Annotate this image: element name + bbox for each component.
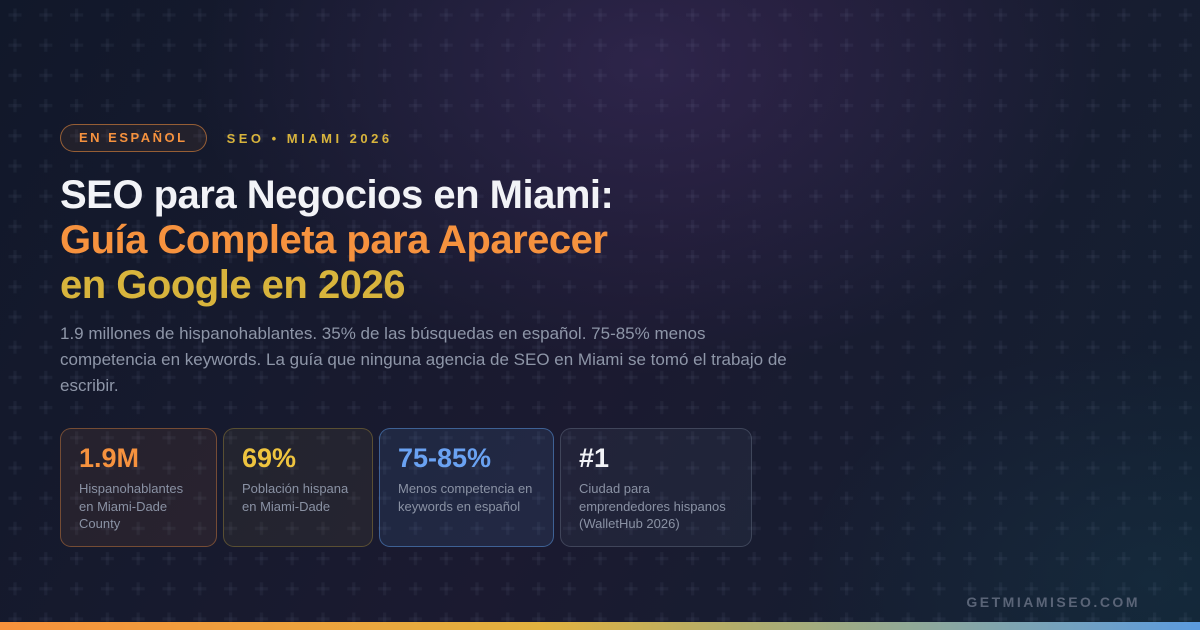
- footer-domain-text: GETMIAMISEO.COM: [966, 594, 1140, 610]
- stat-value: 69%: [242, 443, 297, 473]
- stat-card-poblacion: 69% Población hispana en Miami-Dade: [223, 428, 373, 547]
- title-line-1: SEO para Negocios en Miami:: [60, 173, 614, 217]
- title-line-2: Guía Completa para Aparecer: [60, 218, 608, 262]
- stat-label: Hispanohablantes en Miami-Dade County: [79, 481, 184, 531]
- title-line-3: en Google en 2026: [60, 263, 405, 307]
- bottom-accent-bar: [0, 622, 1200, 630]
- stat-value: 75-85%: [398, 443, 492, 473]
- stats-row: 1.9M Hispanohablantes en Miami-Dade Coun…: [60, 428, 1140, 547]
- stat-card-competencia: 75-85% Menos competencia en keywords en …: [379, 428, 554, 547]
- language-badge: EN ESPAÑOL: [60, 124, 207, 152]
- badge-row: EN ESPAÑOL SEO • MIAMI 2026: [60, 124, 1140, 152]
- stat-card-ranking: #1 Ciudad para emprendedores hispanos (W…: [560, 428, 752, 547]
- stat-value: 1.9M: [79, 443, 140, 473]
- stat-label: Población hispana en Miami-Dade: [242, 481, 349, 514]
- page-title: SEO para Negocios en Miami: Guía Complet…: [60, 173, 1140, 308]
- stat-value: #1: [579, 443, 610, 473]
- stat-label: Ciudad para emprendedores hispanos (Wall…: [579, 481, 726, 531]
- description-text: 1.9 millones de hispanohablantes. 35% de…: [60, 324, 787, 395]
- kicker-text: SEO • MIAMI 2026: [226, 130, 393, 146]
- stat-card-hispanohablantes: 1.9M Hispanohablantes en Miami-Dade Coun…: [60, 428, 217, 547]
- stat-label: Menos competencia en keywords en español: [398, 481, 533, 514]
- main-content: EN ESPAÑOL SEO • MIAMI 2026 SEO para Neg…: [60, 124, 1140, 547]
